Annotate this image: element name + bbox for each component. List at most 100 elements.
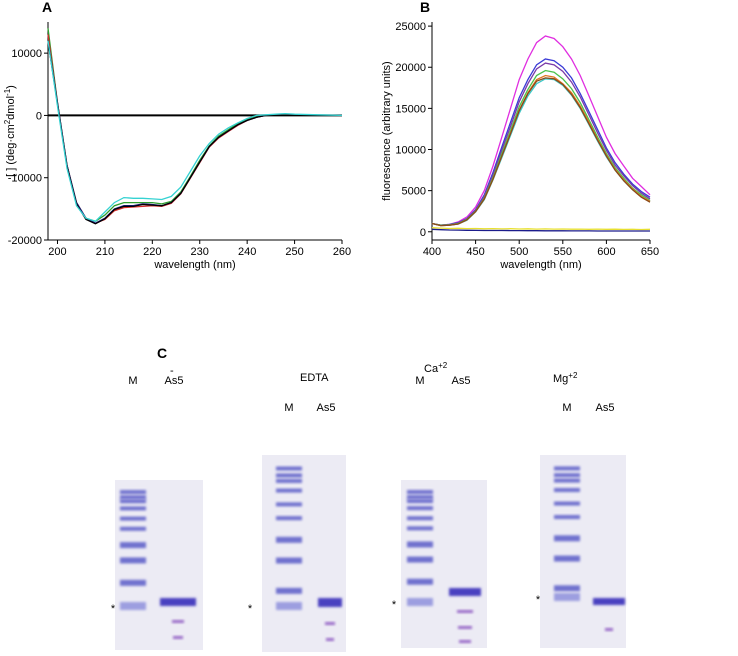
x-tick-label: 250 — [285, 246, 303, 258]
marker-band — [120, 542, 146, 549]
y-tick-label: 0 — [420, 227, 426, 239]
marker-band — [120, 516, 146, 521]
data-line — [47, 34, 342, 224]
data-line — [431, 228, 650, 232]
condition-name: - — [170, 365, 174, 377]
x-tick-label: 400 — [423, 246, 441, 258]
x-axis-label: wavelength (nm) — [153, 259, 235, 271]
marker-band — [407, 506, 433, 511]
x-tick-label: 240 — [238, 246, 256, 258]
marker-band — [407, 578, 433, 585]
panel-label: C — [157, 345, 167, 361]
protein-band — [325, 622, 335, 625]
data-line — [431, 74, 651, 227]
gel-image — [540, 455, 626, 648]
marker-band — [276, 488, 302, 493]
x-tick-label: 200 — [48, 246, 66, 258]
condition-charge: +2 — [568, 371, 578, 380]
marker-band — [276, 602, 302, 610]
marker-band — [554, 515, 580, 520]
data-line — [47, 40, 342, 224]
protein-band — [457, 610, 473, 613]
lane-label: M — [415, 375, 424, 387]
marker-star: * — [248, 603, 253, 615]
protein-band — [449, 588, 481, 596]
marker-band — [554, 535, 580, 542]
data-line — [47, 40, 342, 225]
data-line — [431, 35, 651, 226]
y-tick-label: 15000 — [395, 103, 426, 115]
x-tick-label: 260 — [333, 246, 351, 258]
marker-band — [120, 506, 146, 511]
x-axis-label: wavelength (nm) — [499, 259, 581, 271]
x-tick-label: 450 — [466, 246, 484, 258]
data-line — [431, 69, 651, 226]
condition-label: EDTA — [300, 372, 329, 384]
y-axis-label-part: ) — [5, 85, 17, 89]
x-tick-label: 230 — [191, 246, 209, 258]
marker-band — [554, 473, 580, 478]
y-tick-label: -20000 — [8, 235, 42, 247]
protein-band — [459, 640, 471, 643]
marker-band — [120, 579, 146, 586]
gel-image — [115, 480, 203, 650]
marker-star: * — [536, 594, 541, 606]
condition-name: EDTA — [300, 372, 329, 384]
y-tick-label: -10000 — [8, 173, 42, 185]
protein-band — [458, 626, 472, 629]
data-line — [431, 78, 651, 227]
marker-band — [276, 536, 302, 543]
marker-band — [120, 490, 146, 495]
marker-star: * — [392, 599, 397, 611]
marker-band — [407, 556, 433, 563]
marker-band — [554, 555, 580, 562]
lane-label: As5 — [596, 402, 615, 414]
protein-band — [173, 636, 183, 639]
protein-band — [605, 628, 613, 631]
x-tick-label: 600 — [597, 246, 615, 258]
gel-image — [401, 480, 487, 648]
marker-band — [407, 499, 433, 504]
marker-band — [407, 495, 433, 500]
marker-band — [407, 516, 433, 521]
condition-label: Ca+2 — [424, 361, 448, 376]
marker-band — [120, 557, 146, 564]
panel-label: A — [42, 0, 52, 15]
data-line — [431, 77, 651, 227]
y-axis-label-part: dmol — [5, 96, 17, 120]
marker-band — [407, 526, 433, 531]
lane-label: M — [562, 402, 571, 414]
x-tick-label: 500 — [510, 246, 528, 258]
protein-band — [172, 620, 184, 623]
marker-band — [276, 478, 302, 483]
marker-band — [554, 593, 580, 601]
y-tick-label: 10000 — [395, 145, 426, 157]
protein-band — [160, 598, 196, 606]
y-tick-label: 0 — [36, 110, 42, 122]
marker-star: * — [111, 603, 116, 615]
marker-band — [276, 466, 302, 471]
condition-label: Mg+2 — [553, 371, 578, 386]
protein-band — [326, 638, 334, 641]
marker-band — [276, 516, 302, 521]
lane-label: As5 — [165, 375, 184, 387]
marker-band — [120, 499, 146, 504]
marker-band — [407, 598, 433, 606]
lane-label: M — [128, 375, 137, 387]
data-line — [47, 40, 343, 223]
marker-band — [276, 502, 302, 507]
marker-band — [276, 473, 302, 478]
marker-band — [554, 466, 580, 471]
marker-band — [120, 526, 146, 531]
marker-band — [276, 557, 302, 564]
marker-band — [554, 478, 580, 483]
y-axis-label-part: [ ] (deg·cm — [5, 124, 17, 177]
data-line — [47, 28, 343, 223]
x-tick-label: 650 — [641, 246, 659, 258]
y-axis-label-part: -1 — [3, 88, 12, 96]
data-line — [431, 58, 651, 226]
protein-band — [593, 598, 625, 605]
data-line — [431, 62, 651, 226]
y-axis-label: fluorescence (arbitrary units) — [381, 61, 393, 200]
y-tick-label: 10000 — [11, 48, 42, 60]
